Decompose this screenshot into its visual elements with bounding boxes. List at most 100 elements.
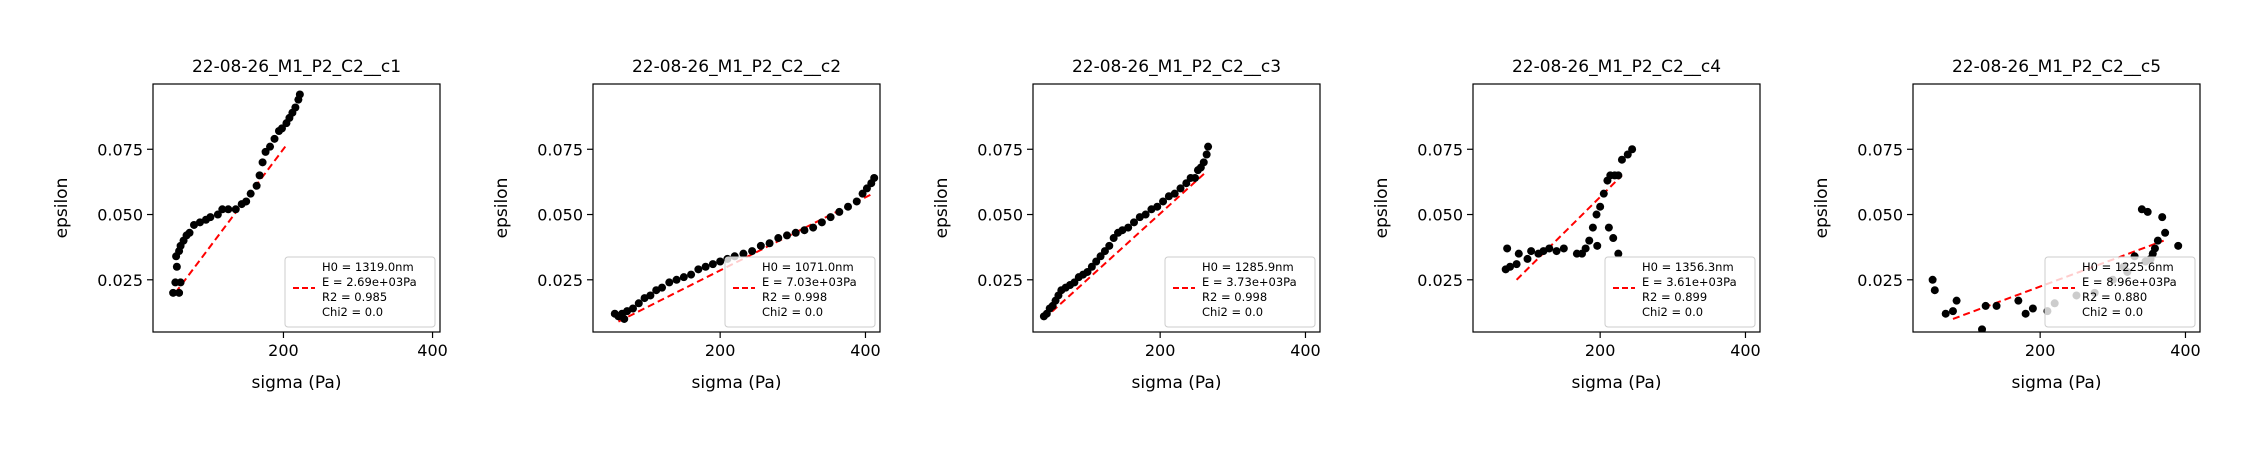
x-tick-label: 200: [1585, 341, 1616, 360]
plot-area-frame: [1912, 83, 2201, 333]
data-point: [1948, 307, 1957, 316]
data-point: [1928, 275, 1937, 284]
data-point: [295, 90, 304, 99]
y-tick-label: 0.075: [1857, 140, 1903, 159]
y-tick-label: 0.025: [1857, 271, 1903, 290]
data-point: [1614, 171, 1623, 180]
data-point: [844, 202, 853, 211]
data-point: [291, 103, 300, 112]
data-point: [756, 241, 765, 250]
data-point: [261, 147, 270, 156]
data-point: [1105, 241, 1114, 250]
data-point: [1609, 234, 1618, 243]
data-point: [687, 270, 696, 279]
data-point: [2028, 304, 2037, 313]
data-point: [185, 228, 194, 237]
data-layer: [1039, 142, 1213, 321]
data-point: [679, 273, 688, 282]
legend-line: Chi2 = 0.0: [1202, 305, 1263, 319]
y-tick-label: 0.075: [1417, 140, 1463, 159]
data-point: [1545, 244, 1554, 253]
x-axis-label: sigma (Pa): [1132, 373, 1222, 393]
data-point: [1941, 309, 1950, 318]
data-point: [176, 278, 185, 287]
data-point: [1581, 244, 1590, 253]
data-point: [782, 231, 791, 240]
data-point: [1614, 249, 1623, 258]
data-point: [1202, 150, 1211, 159]
data-point: [1981, 301, 1990, 310]
x-tick-label: 400: [1290, 341, 1321, 360]
plot-area-frame: [1472, 83, 1761, 333]
legend-line: Chi2 = 0.0: [322, 305, 383, 319]
data-point: [1129, 218, 1138, 227]
data-point: [1514, 249, 1523, 258]
chart-panel-5: 22-08-26_M1_P2_C2__c5 200 400 0.025 0.050 0.0…: [1812, 57, 2201, 393]
y-tick-label: 0.025: [1417, 271, 1463, 290]
y-axis-label: epsilon: [492, 178, 512, 239]
data-point: [1523, 254, 1532, 263]
data-point: [1596, 202, 1605, 211]
x-tick-label: 200: [705, 341, 736, 360]
data-point: [218, 205, 227, 214]
data-point: [672, 275, 681, 284]
data-point: [1604, 223, 1613, 232]
data-point: [2150, 244, 2159, 253]
data-point: [765, 239, 774, 248]
data-point: [2158, 213, 2167, 222]
x-tick-label: 200: [1145, 341, 1176, 360]
data-point: [206, 213, 215, 222]
y-axis-label: epsilon: [932, 178, 952, 239]
data-point: [826, 213, 835, 222]
data-point: [694, 265, 703, 274]
y-tick-label: 0.050: [1857, 206, 1903, 225]
data-point: [2014, 296, 2023, 305]
legend-line: R2 = 0.998: [1202, 290, 1267, 304]
data-point: [169, 288, 178, 297]
data-point: [1952, 296, 1961, 305]
data-point: [620, 314, 629, 323]
y-tick-label: 0.075: [977, 140, 1023, 159]
data-point: [1191, 173, 1200, 182]
data-point: [1592, 210, 1601, 219]
y-tick-label: 0.050: [537, 206, 583, 225]
x-axis-label: sigma (Pa): [2012, 373, 2102, 393]
data-point: [231, 205, 240, 214]
data-point: [817, 218, 826, 227]
x-tick-label: 400: [1730, 341, 1761, 360]
data-point: [172, 262, 181, 271]
data-point: [809, 223, 818, 232]
data-point: [708, 260, 717, 269]
plot-area-frame: [152, 83, 441, 333]
y-axis-label: epsilon: [1812, 178, 1832, 239]
chart-panel-1: 22-08-26_M1_P2_C2__c1 200 400 0.025 0.050 0.0…: [52, 57, 448, 393]
data-point: [252, 181, 261, 190]
y-tick-label: 0.075: [537, 140, 583, 159]
data-point: [748, 247, 757, 256]
data-point: [646, 291, 655, 300]
data-point: [255, 171, 264, 180]
data-point: [634, 299, 643, 308]
data-point: [277, 124, 286, 133]
legend-line: R2 = 0.998: [762, 290, 827, 304]
legend-line: E = 8.96e+03Pa: [2082, 275, 2177, 289]
plot-area-frame: [1032, 83, 1321, 333]
data-point: [2153, 236, 2162, 245]
legend-line: H0 = 1285.9nm: [1202, 260, 1294, 274]
data-point: [2143, 207, 2152, 216]
data-point: [1170, 189, 1179, 198]
chart-panel-2: 22-08-26_M1_P2_C2__c2 200 400 0.025 0.050 0.0…: [492, 57, 881, 393]
legend-line: Chi2 = 0.0: [762, 305, 823, 319]
chart-panel-3: 22-08-26_M1_P2_C2__c3 200 400 0.025 0.050 0.0…: [932, 57, 1321, 393]
data-point: [1506, 262, 1515, 271]
data-point: [2174, 241, 2183, 250]
legend-box: [724, 256, 876, 328]
data-point: [190, 220, 198, 229]
y-tick-label: 0.025: [537, 271, 583, 290]
x-tick-label: 400: [850, 341, 881, 360]
data-point: [1159, 197, 1168, 206]
data-point: [1527, 247, 1536, 256]
y-tick-label: 0.075: [97, 140, 143, 159]
legend-line: Chi2 = 0.0: [2082, 305, 2143, 319]
